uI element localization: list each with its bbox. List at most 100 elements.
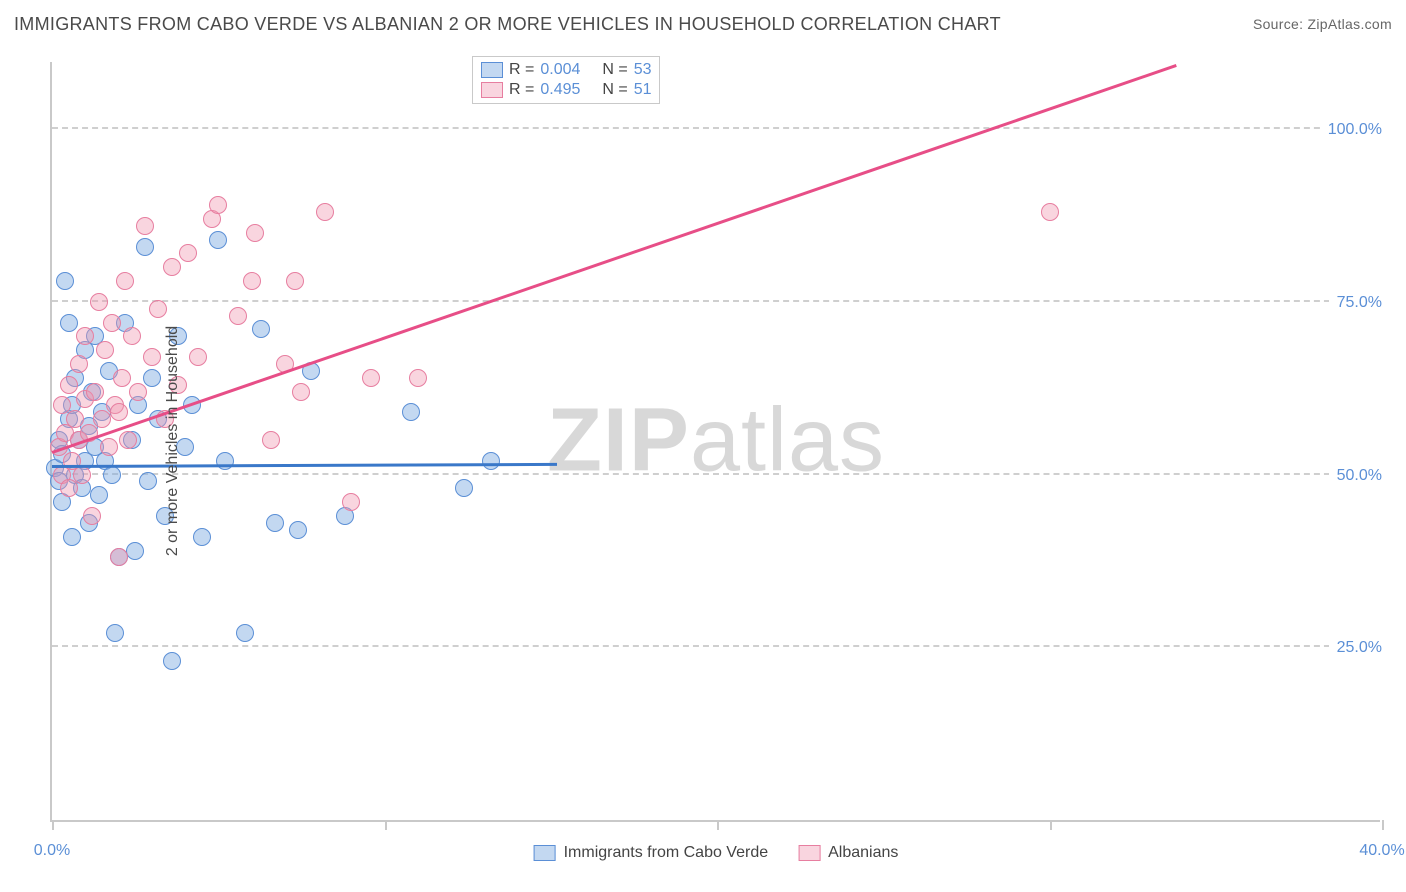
data-point	[63, 528, 81, 546]
data-point	[1041, 203, 1059, 221]
series-legend-label: Immigrants from Cabo Verde	[564, 844, 769, 862]
data-point	[73, 466, 91, 484]
data-point	[83, 507, 101, 525]
y-axis-label: 2 or more Vehicles in Household	[164, 326, 182, 556]
data-point	[216, 452, 234, 470]
data-point	[136, 217, 154, 235]
gridline	[52, 300, 1380, 302]
data-point	[455, 479, 473, 497]
data-point	[93, 410, 111, 428]
data-point	[86, 383, 104, 401]
data-point	[266, 514, 284, 532]
data-point	[129, 383, 147, 401]
data-point	[163, 258, 181, 276]
data-point	[229, 307, 247, 325]
legend-r-value: 0.004	[540, 61, 596, 79]
data-point	[236, 624, 254, 642]
legend-r-label: R =	[509, 81, 534, 99]
series-legend-item: Albanians	[798, 844, 898, 862]
y-tick-label: 75.0%	[1329, 294, 1382, 312]
data-point	[362, 369, 380, 387]
source-label: Source: ZipAtlas.com	[1253, 16, 1392, 32]
x-tick	[717, 820, 719, 830]
chart-title: IMMIGRANTS FROM CABO VERDE VS ALBANIAN 2…	[14, 14, 1001, 35]
data-point	[402, 403, 420, 421]
data-point	[193, 528, 211, 546]
data-point	[126, 542, 144, 560]
data-point	[136, 238, 154, 256]
data-point	[60, 314, 78, 332]
data-point	[149, 300, 167, 318]
data-point	[209, 231, 227, 249]
gridline	[52, 473, 1380, 475]
data-point	[209, 196, 227, 214]
x-tick-label: 0.0%	[34, 842, 70, 860]
plot-area: ZIPatlas 25.0% 50.0% 75.0% 100.0% R = 0.004 N…	[50, 62, 1380, 822]
data-point	[60, 376, 78, 394]
data-point	[76, 327, 94, 345]
data-point	[100, 438, 118, 456]
series-legend-label: Albanians	[828, 844, 898, 862]
data-point	[289, 521, 307, 539]
data-point	[139, 472, 157, 490]
data-point	[286, 272, 304, 290]
x-tick	[1382, 820, 1384, 830]
data-point	[96, 341, 114, 359]
legend-swatch	[798, 845, 820, 861]
legend-n-value: 53	[634, 61, 652, 79]
data-point	[316, 203, 334, 221]
data-point	[262, 431, 280, 449]
series-legend-item: Immigrants from Cabo Verde	[534, 844, 769, 862]
y-tick-label: 25.0%	[1329, 639, 1382, 657]
data-point	[143, 369, 161, 387]
data-point	[243, 272, 261, 290]
data-point	[106, 624, 124, 642]
y-tick-label: 100.0%	[1320, 121, 1382, 139]
data-point	[292, 383, 310, 401]
data-point	[110, 403, 128, 421]
x-tick-label: 40.0%	[1359, 842, 1404, 860]
data-point	[482, 452, 500, 470]
gridline	[52, 127, 1380, 129]
legend-n-label: N =	[602, 81, 627, 99]
legend-swatch	[481, 62, 503, 78]
legend-row: R = 0.004 N = 53	[481, 61, 651, 79]
data-point	[110, 548, 128, 566]
gridline	[52, 645, 1380, 647]
data-point	[246, 224, 264, 242]
data-point	[116, 272, 134, 290]
series-legend: Immigrants from Cabo Verde Albanians	[534, 844, 899, 862]
legend-r-label: R =	[509, 61, 534, 79]
data-point	[103, 466, 121, 484]
data-point	[113, 369, 131, 387]
trendline	[52, 463, 557, 468]
legend-row: R = 0.495 N = 51	[481, 81, 651, 99]
data-point	[119, 431, 137, 449]
x-tick	[52, 820, 54, 830]
data-point	[409, 369, 427, 387]
legend-r-value: 0.495	[540, 81, 596, 99]
data-point	[123, 327, 141, 345]
y-tick-label: 50.0%	[1329, 467, 1382, 485]
data-point	[103, 314, 121, 332]
data-point	[252, 320, 270, 338]
correlation-legend: R = 0.004 N = 53 R = 0.495 N = 51	[472, 56, 660, 104]
data-point	[56, 272, 74, 290]
data-point	[163, 652, 181, 670]
data-point	[70, 355, 88, 373]
legend-n-label: N =	[602, 61, 627, 79]
data-point	[179, 244, 197, 262]
x-tick	[385, 820, 387, 830]
legend-n-value: 51	[634, 81, 652, 99]
legend-swatch	[481, 82, 503, 98]
data-point	[342, 493, 360, 511]
data-point	[90, 486, 108, 504]
data-point	[189, 348, 207, 366]
watermark: ZIPatlas	[547, 390, 885, 493]
data-point	[143, 348, 161, 366]
data-point	[90, 293, 108, 311]
legend-swatch	[534, 845, 556, 861]
title-bar: IMMIGRANTS FROM CABO VERDE VS ALBANIAN 2…	[0, 0, 1406, 40]
x-tick	[1050, 820, 1052, 830]
data-point	[60, 479, 78, 497]
